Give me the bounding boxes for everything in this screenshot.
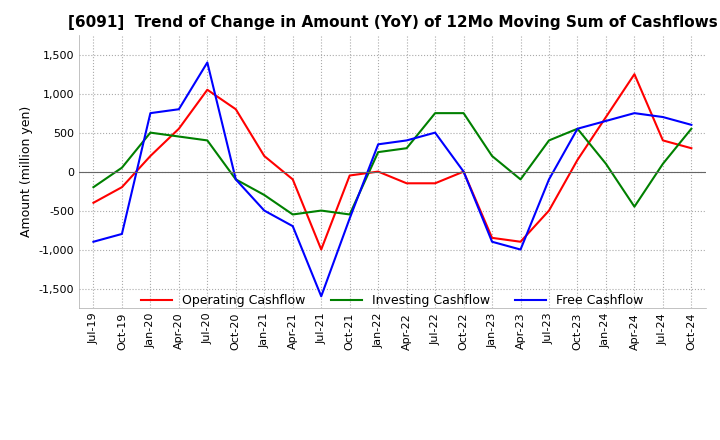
Free Cashflow [174, 106, 183, 112]
Investing Cashflow [659, 161, 667, 166]
Free Cashflow [374, 142, 382, 147]
Free Cashflow [545, 177, 554, 182]
Free Cashflow [459, 169, 468, 174]
Operating Cashflow [630, 72, 639, 77]
Operating Cashflow [516, 239, 525, 244]
Investing Cashflow [89, 184, 98, 190]
Operating Cashflow [487, 235, 496, 241]
Operating Cashflow [289, 177, 297, 182]
Free Cashflow [431, 130, 439, 135]
Investing Cashflow [260, 192, 269, 198]
Operating Cashflow [146, 154, 155, 159]
Operating Cashflow [117, 184, 126, 190]
Free Cashflow [117, 231, 126, 237]
Free Cashflow [602, 118, 611, 124]
Investing Cashflow [573, 126, 582, 132]
Free Cashflow [630, 110, 639, 116]
Free Cashflow [659, 114, 667, 120]
Investing Cashflow [545, 138, 554, 143]
Investing Cashflow [516, 177, 525, 182]
Free Cashflow [573, 126, 582, 132]
Free Cashflow [203, 60, 212, 65]
Investing Cashflow [431, 110, 439, 116]
Operating Cashflow [431, 181, 439, 186]
Investing Cashflow [146, 130, 155, 135]
Free Cashflow [89, 239, 98, 244]
Investing Cashflow [402, 146, 411, 151]
Investing Cashflow [602, 161, 611, 166]
Free Cashflow [146, 110, 155, 116]
Operating Cashflow [402, 181, 411, 186]
Investing Cashflow [117, 165, 126, 170]
Operating Cashflow [602, 114, 611, 120]
Operating Cashflow [89, 200, 98, 205]
Free Cashflow [402, 138, 411, 143]
Line: Free Cashflow: Free Cashflow [94, 62, 691, 296]
Free Cashflow [516, 247, 525, 252]
Operating Cashflow [260, 154, 269, 159]
Line: Operating Cashflow: Operating Cashflow [94, 74, 691, 249]
Investing Cashflow [232, 177, 240, 182]
Legend: Operating Cashflow, Investing Cashflow, Free Cashflow: Operating Cashflow, Investing Cashflow, … [141, 294, 644, 307]
Operating Cashflow [374, 169, 382, 174]
Operating Cashflow [573, 157, 582, 162]
Operating Cashflow [545, 208, 554, 213]
Line: Investing Cashflow: Investing Cashflow [94, 113, 691, 214]
Y-axis label: Amount (million yen): Amount (million yen) [20, 106, 33, 237]
Investing Cashflow [459, 110, 468, 116]
Title: [6091]  Trend of Change in Amount (YoY) of 12Mo Moving Sum of Cashflows: [6091] Trend of Change in Amount (YoY) o… [68, 15, 717, 30]
Free Cashflow [317, 293, 325, 299]
Operating Cashflow [317, 247, 325, 252]
Investing Cashflow [487, 154, 496, 159]
Free Cashflow [346, 216, 354, 221]
Operating Cashflow [232, 106, 240, 112]
Investing Cashflow [289, 212, 297, 217]
Investing Cashflow [203, 138, 212, 143]
Investing Cashflow [174, 134, 183, 139]
Free Cashflow [289, 224, 297, 229]
Operating Cashflow [659, 138, 667, 143]
Investing Cashflow [630, 204, 639, 209]
Investing Cashflow [687, 126, 696, 132]
Investing Cashflow [317, 208, 325, 213]
Investing Cashflow [346, 212, 354, 217]
Operating Cashflow [203, 87, 212, 92]
Free Cashflow [487, 239, 496, 244]
Investing Cashflow [374, 150, 382, 155]
Free Cashflow [687, 122, 696, 128]
Operating Cashflow [346, 173, 354, 178]
Operating Cashflow [174, 126, 183, 132]
Free Cashflow [260, 208, 269, 213]
Operating Cashflow [687, 146, 696, 151]
Operating Cashflow [459, 169, 468, 174]
Free Cashflow [232, 177, 240, 182]
